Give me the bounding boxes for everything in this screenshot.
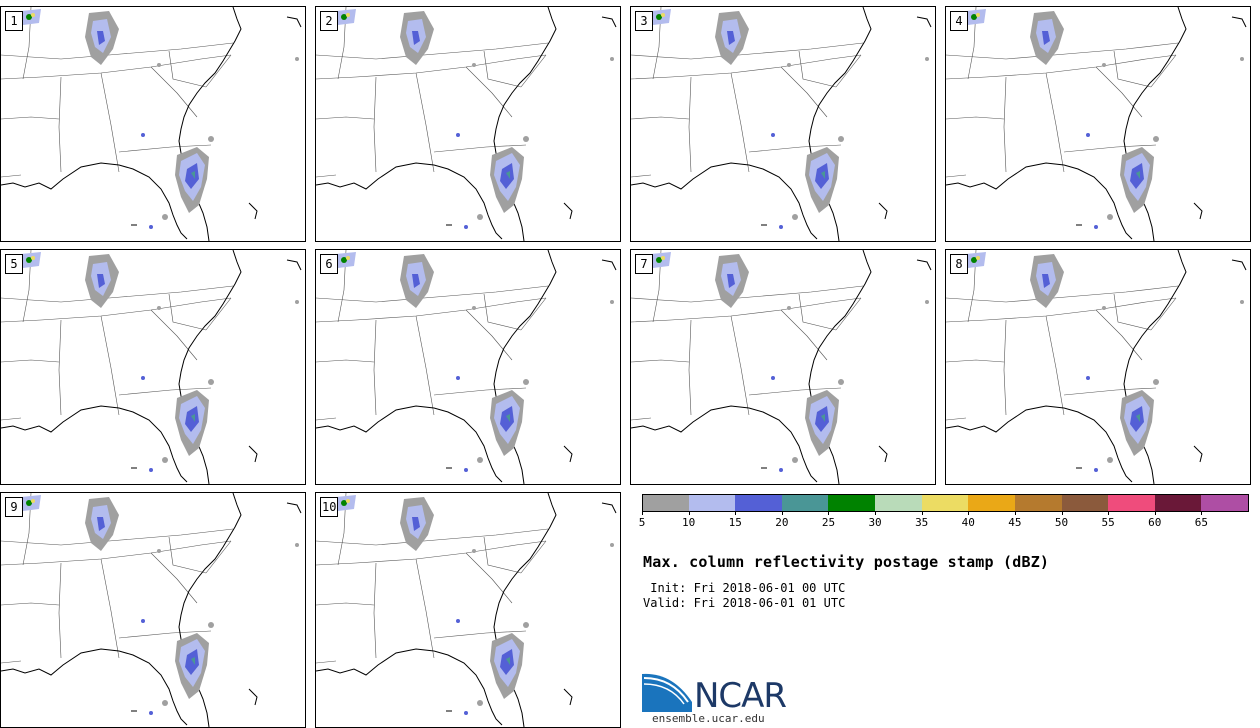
map-background: [1, 250, 302, 484]
member-number-label: 3: [635, 11, 653, 31]
colorbar-tick-label: 50: [1054, 516, 1069, 529]
colorbar-segment: [1154, 494, 1202, 512]
colorbar-tick-mark: [875, 512, 877, 515]
colorbar-tick-label: 5: [638, 516, 646, 529]
ensemble-member-panel-2: 2: [315, 6, 621, 242]
colorbar-segment: [781, 494, 829, 512]
ensemble-member-panel-4: 4: [945, 6, 1251, 242]
ensemble-member-panel-3: 3: [630, 6, 936, 242]
colorbar-tick-mark: [1061, 512, 1063, 515]
colorbar-segment: [1201, 494, 1249, 512]
colorbar-segment: [1108, 494, 1155, 512]
map-background: [316, 250, 617, 484]
colorbar-tick-mark: [828, 512, 830, 515]
member-number-label: 10: [320, 497, 339, 517]
colorbar-tick-label: 65: [1194, 516, 1208, 529]
colorbar-segment: [1014, 494, 1062, 512]
colorbar-tick-label: 10: [681, 516, 696, 529]
colorbar-tick-mark: [781, 512, 783, 515]
member-number-label: 9: [5, 497, 23, 517]
ensemble-member-panel-5: 5: [0, 249, 306, 485]
colorbar-segment: [921, 494, 969, 512]
member-number-label: 8: [950, 254, 968, 274]
colorbar-tick-label: 45: [1008, 516, 1022, 529]
map-background: [631, 250, 932, 484]
map-background: [946, 250, 1247, 484]
ensemble-member-panel-1: 1: [0, 6, 306, 242]
member-number-label: 7: [635, 254, 653, 274]
colorbar-tick-label: 20: [775, 516, 789, 529]
colorbar-tick-label: 25: [821, 516, 836, 529]
ncar-logo-icon: [642, 673, 692, 712]
colorbar-tick-label: 40: [961, 516, 975, 529]
map-background: [316, 493, 617, 727]
colorbar-tick-mark: [1154, 512, 1156, 515]
member-number-label: 4: [950, 11, 968, 31]
map-background: [946, 7, 1247, 241]
colorbar-tick-mark: [1201, 512, 1203, 515]
colorbar-tick-label: 30: [868, 516, 882, 529]
colorbar-segment: [875, 494, 922, 512]
colorbar-segment: [1061, 494, 1109, 512]
map-background: [1, 493, 302, 727]
member-number-label: 6: [320, 254, 338, 274]
logo-text: NCAR: [694, 676, 787, 716]
ensemble-member-panel-7: 7: [630, 249, 936, 485]
colorbar-tick-mark: [735, 512, 737, 515]
member-number-label: 2: [320, 11, 338, 31]
colorbar-segment: [735, 494, 782, 512]
colorbar-tick-label: 35: [915, 516, 929, 529]
colorbar-segment: [828, 494, 876, 512]
colorbar-segment: [968, 494, 1015, 512]
colorbar-tick-mark: [968, 512, 970, 515]
page-title: Max. column reflectivity postage stamp (…: [643, 553, 1050, 571]
colorbar-tick-mark: [688, 512, 690, 515]
ensemble-member-panel-10: 10: [315, 492, 621, 728]
colorbar-tick-mark: [1014, 512, 1016, 515]
map-background: [316, 7, 617, 241]
ensemble-member-panel-6: 6: [315, 249, 621, 485]
logo-url: ensemble.ucar.edu: [652, 712, 765, 725]
colorbar-tick-mark: [1108, 512, 1110, 515]
colorbar-segment: [688, 494, 736, 512]
colorbar-tick-label: 60: [1148, 516, 1162, 529]
ensemble-member-panel-8: 8: [945, 249, 1251, 485]
member-number-label: 1: [5, 11, 23, 31]
valid-time: Valid: Fri 2018-06-01 01 UTC: [643, 596, 846, 610]
map-background: [631, 7, 932, 241]
colorbar-tick-mark: [921, 512, 923, 515]
colorbar-tick-label: 15: [728, 516, 742, 529]
colorbar-tick-mark: [642, 512, 643, 515]
member-number-label: 5: [5, 254, 23, 274]
ensemble-member-panel-9: 9: [0, 492, 306, 728]
map-background: [1, 7, 302, 241]
colorbar-segment: [642, 494, 690, 512]
colorbar-tick-label: 55: [1101, 516, 1115, 529]
init-time: Init: Fri 2018-06-01 00 UTC: [643, 581, 846, 595]
colorbar: [642, 494, 1249, 512]
